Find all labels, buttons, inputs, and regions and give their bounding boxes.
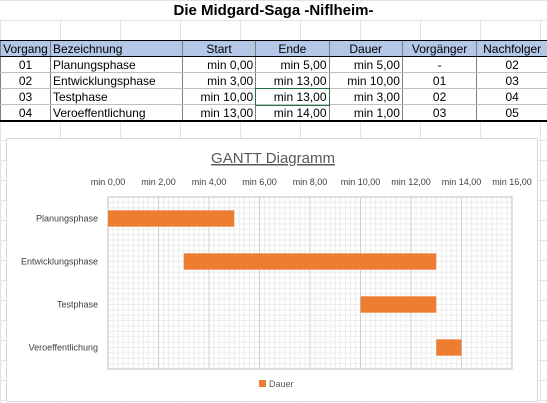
category-label: Veroeffentlichung bbox=[29, 343, 98, 353]
header-dauer[interactable]: Dauer bbox=[328, 40, 403, 57]
cell-bezeichnung[interactable]: Veroeffentlichung bbox=[49, 104, 183, 122]
header-vorgang[interactable]: Vorgang bbox=[0, 40, 51, 57]
header-start[interactable]: Start bbox=[181, 40, 256, 57]
cell-start[interactable]: min 0,00 bbox=[181, 56, 256, 73]
category-label: Planungsphase bbox=[36, 214, 98, 224]
x-tick-label: min 16,00 bbox=[492, 177, 532, 187]
header-nachfolger[interactable]: Nachfolger bbox=[476, 40, 547, 57]
cell-bezeichnung[interactable]: Testphase bbox=[49, 88, 183, 105]
table-row: 02 Entwicklungsphase min 3,00 min 13,00 … bbox=[0, 72, 547, 89]
cell-vorgang[interactable]: 03 bbox=[0, 88, 51, 105]
cell-vorgaenger[interactable]: 02 bbox=[401, 88, 477, 105]
table-row: 03 Testphase min 10,00 min 13,00 min 3,0… bbox=[0, 87, 547, 106]
cell-nachfolger[interactable]: 02 bbox=[476, 56, 547, 73]
chart-title: GANTT Diagramm bbox=[211, 150, 335, 167]
cell-dauer[interactable]: min 5,00 bbox=[328, 56, 403, 73]
schedule-table: Vorgang Bezeichnung Start Ende Dauer Vor… bbox=[0, 40, 547, 122]
cell-vorgaenger[interactable]: - bbox=[401, 56, 477, 73]
cell-ende[interactable]: min 14,00 bbox=[255, 104, 329, 122]
cell-vorgang[interactable]: 02 bbox=[0, 72, 51, 89]
cell-dauer[interactable]: min 10,00 bbox=[328, 72, 403, 89]
gantt-bar bbox=[436, 339, 462, 356]
category-label: Testphase bbox=[57, 300, 98, 310]
gantt-bar bbox=[360, 296, 437, 313]
header-vorgaenger[interactable]: Vorgänger bbox=[401, 40, 477, 57]
plot-area: min 0,00 min 2,00 min 4,00 min 6,00 min 8,00… bbox=[21, 177, 532, 389]
table-row: 01 Planungsphase min 0,00 min 5,00 min 5… bbox=[0, 56, 547, 73]
gantt-chart-svg: GANTT Diagramm min 0,00 min 2,00 min 4,00 m… bbox=[21, 150, 532, 389]
cell-ende[interactable]: min 13,00 bbox=[255, 72, 329, 89]
gantt-chart[interactable]: GANTT Diagramm min 0,00 min 2,00 min 4,00 m… bbox=[6, 138, 538, 402]
cell-nachfolger[interactable]: 05 bbox=[476, 104, 547, 122]
x-tick-label: min 8,00 bbox=[293, 177, 328, 187]
cell-start[interactable]: min 3,00 bbox=[181, 72, 256, 89]
header-bezeichnung[interactable]: Bezeichnung bbox=[49, 40, 183, 57]
cell-ende[interactable]: min 13,00 bbox=[254, 87, 331, 106]
cell-dauer[interactable]: min 1,00 bbox=[328, 104, 403, 122]
legend-swatch bbox=[259, 380, 266, 387]
cell-bezeichnung[interactable]: Planungsphase bbox=[49, 56, 183, 73]
page-title: Die Midgard-Saga -Niflheim- bbox=[0, 2, 547, 19]
cell-ende[interactable]: min 5,00 bbox=[255, 56, 329, 73]
gantt-bar bbox=[183, 253, 437, 270]
cell-bezeichnung[interactable]: Entwicklungsphase bbox=[49, 72, 183, 89]
x-tick-label: min 6,00 bbox=[242, 177, 277, 187]
x-tick-label: min 14,00 bbox=[442, 177, 482, 187]
cell-nachfolger[interactable]: 04 bbox=[476, 88, 547, 105]
legend-label: Dauer bbox=[269, 379, 294, 389]
cell-dauer[interactable]: min 3,00 bbox=[328, 88, 403, 105]
cell-vorgaenger[interactable]: 03 bbox=[401, 104, 477, 122]
header-ende[interactable]: Ende bbox=[255, 40, 329, 57]
category-label: Entwicklungsphase bbox=[21, 257, 98, 267]
x-tick-label: min 4,00 bbox=[192, 177, 227, 187]
cell-start[interactable]: min 10,00 bbox=[181, 88, 256, 105]
cell-vorgang[interactable]: 04 bbox=[0, 104, 51, 122]
cell-nachfolger[interactable]: 03 bbox=[476, 72, 547, 89]
gantt-bar bbox=[108, 210, 235, 227]
table-row: 04 Veroeffentlichung min 13,00 min 14,00… bbox=[0, 104, 547, 122]
table-header-row: Vorgang Bezeichnung Start Ende Dauer Vor… bbox=[0, 40, 547, 57]
x-tick-label: min 2,00 bbox=[141, 177, 176, 187]
x-tick-label: min 10,00 bbox=[341, 177, 381, 187]
cell-vorgang[interactable]: 01 bbox=[0, 56, 51, 73]
cell-vorgaenger[interactable]: 01 bbox=[401, 72, 477, 89]
x-tick-label: min 0,00 bbox=[91, 177, 126, 187]
plot-border bbox=[107, 196, 513, 370]
x-tick-label: min 12,00 bbox=[391, 177, 431, 187]
cell-start[interactable]: min 13,00 bbox=[181, 104, 256, 122]
